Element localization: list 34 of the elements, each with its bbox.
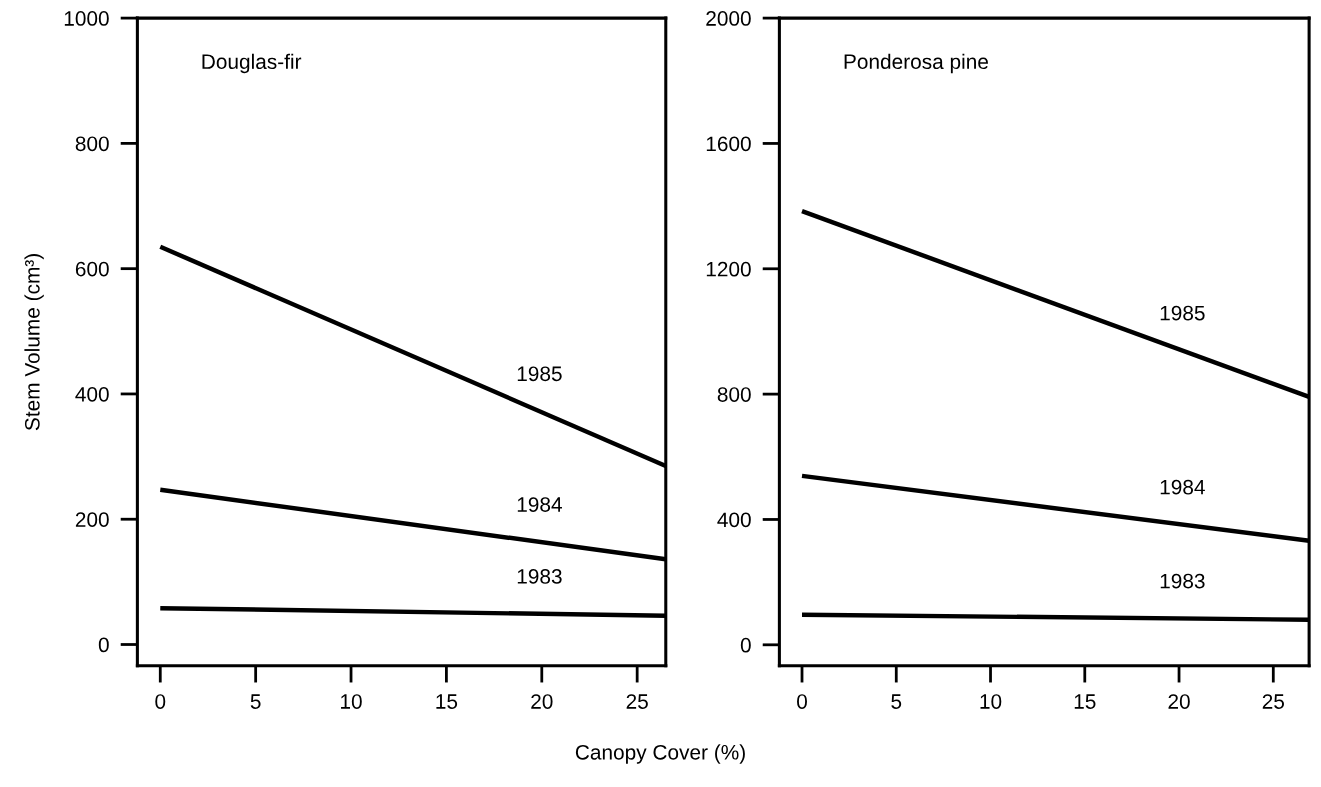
series-label: 1985 <box>1160 305 1205 321</box>
x-tick-label: 10 <box>341 694 362 709</box>
x-tick-label: 25 <box>626 694 648 709</box>
x-axis-title: Canopy Cover (%) <box>575 744 745 764</box>
y-axis-title: Stem Volume (cm³) <box>24 254 44 431</box>
series-label: 1984 <box>1160 479 1205 495</box>
series-label: 1983 <box>1160 573 1205 589</box>
y-tick-label: 800 <box>75 136 109 152</box>
x-tick-label: 15 <box>436 694 458 709</box>
x-tick-label: 5 <box>250 694 261 709</box>
x-tick-label: 10 <box>980 694 1002 709</box>
y-tick-label: 1000 <box>64 11 109 26</box>
series-label: 1983 <box>517 569 562 584</box>
y-tick-label: 600 <box>75 261 109 277</box>
y-tick-label: 200 <box>75 512 109 527</box>
y-tick-label: 400 <box>717 512 751 528</box>
x-tick-label: 5 <box>891 694 902 709</box>
y-tick-label: 1600 <box>706 136 751 152</box>
x-tick-label: 0 <box>155 694 166 709</box>
annotation: Ponderosa pine <box>844 53 988 74</box>
x-tick-label: 20 <box>1168 694 1190 709</box>
annotation: Douglas-fir <box>202 53 302 74</box>
y-tick-label: 0 <box>740 637 751 653</box>
x-tick-label: 15 <box>1074 694 1096 709</box>
y-tick-label: 800 <box>717 387 751 402</box>
x-tick-label: 25 <box>1262 694 1285 709</box>
x-tick-label: 20 <box>531 694 553 709</box>
y-tick-label: 1200 <box>706 261 751 277</box>
x-tick-label: 0 <box>797 694 807 709</box>
y-tick-label: 400 <box>75 386 109 402</box>
series-label: 1985 <box>517 366 562 382</box>
y-tick-label: 2000 <box>706 11 751 26</box>
series-label: 1984 <box>517 497 562 512</box>
y-tick-label: 0 <box>98 637 109 653</box>
